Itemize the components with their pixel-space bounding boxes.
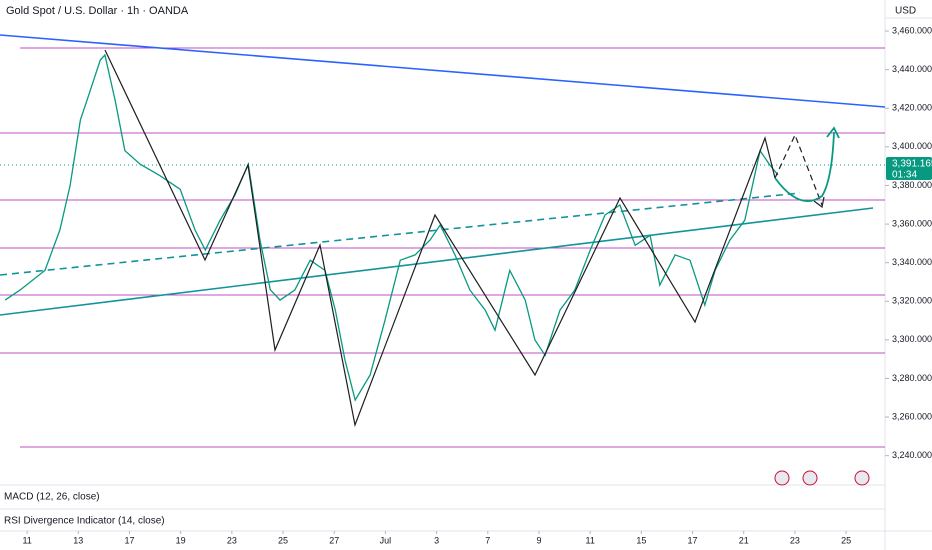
- trendline: [0, 34, 886, 108]
- x-tick-label: 23: [790, 535, 800, 545]
- x-tick-label: 17: [688, 535, 698, 545]
- x-tick-label: 15: [636, 535, 646, 545]
- y-tick-label: 3,360.000: [892, 218, 932, 228]
- indicator-label[interactable]: RSI Divergence Indicator (14, close): [4, 516, 165, 527]
- currency[interactable]: USD: [895, 6, 916, 17]
- y-tick-label: 3,320.000: [892, 296, 932, 306]
- x-tick-label: 21: [739, 535, 749, 545]
- event-icon[interactable]: [774, 470, 790, 486]
- x-tick-label: 13: [73, 535, 83, 545]
- x-tick-label: 19: [176, 535, 186, 545]
- plot: [4, 53, 779, 402]
- y-tick-label: 3,280.000: [892, 373, 932, 383]
- chart-title: Gold Spot / U.S. Dollar · 1h · OANDA: [6, 5, 189, 17]
- y-tick-label: 3,420.000: [892, 103, 932, 113]
- y-tick-label: 3,460.000: [892, 25, 932, 35]
- price-tag-bg: [886, 157, 932, 180]
- x-tick-label: 27: [329, 535, 339, 545]
- x-tick-label: 11: [585, 535, 594, 545]
- arrow-head: [813, 196, 825, 209]
- x-tick-label: 3: [434, 535, 439, 545]
- x-tick-label: Jul: [380, 535, 392, 545]
- y-tick-label: 3,340.000: [892, 257, 932, 267]
- x-tick-label: 25: [278, 535, 288, 545]
- y-tick-label: 3,240.000: [892, 450, 932, 460]
- y-tick-label: 3,300.000: [892, 334, 932, 344]
- event-icons: [774, 470, 870, 486]
- projection: [774, 133, 823, 206]
- x-tick-label: 17: [124, 535, 134, 545]
- trendline-dashed: [0, 192, 801, 276]
- price-line: [4, 53, 779, 402]
- trendline: [0, 207, 874, 316]
- y-tick-label: 3,380.000: [892, 180, 932, 190]
- event-icon[interactable]: [802, 470, 818, 486]
- y-tick-label: 3,400.000: [892, 141, 932, 151]
- x-tick-label: 9: [536, 535, 541, 545]
- x-tick-label: 7: [485, 535, 490, 545]
- countdown: 01:34: [892, 170, 917, 181]
- event-icon[interactable]: [854, 470, 870, 486]
- zigzag: [104, 49, 776, 428]
- x-tick-label: 23: [227, 535, 237, 545]
- projection-curve: [774, 131, 835, 202]
- x-tick-label: 11: [22, 535, 31, 545]
- price-tag: 3,391.165: [892, 159, 932, 170]
- arrow-head: [826, 126, 840, 139]
- x-tick-label: 25: [841, 535, 851, 545]
- indicator-label[interactable]: MACD (12, 26, close): [4, 492, 100, 503]
- y-tick-label: 3,260.000: [892, 411, 932, 421]
- y-tick-label: 3,440.000: [892, 64, 932, 74]
